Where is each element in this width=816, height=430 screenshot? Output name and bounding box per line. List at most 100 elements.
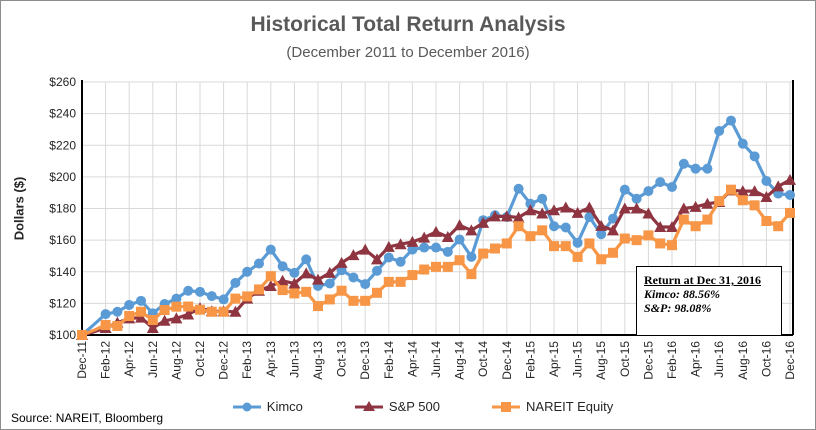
data-point-nareit-equity [714, 196, 725, 207]
data-point-s-p-500 [406, 235, 419, 247]
data-point-s-p-500 [441, 230, 454, 242]
x-tick-label: Apr-16 [689, 341, 703, 377]
data-point-nareit-equity [608, 247, 618, 258]
data-point-s-p-500 [666, 221, 678, 233]
x-tick-label: Aug-16 [736, 341, 750, 380]
x-tick-label: Jun-12 [146, 341, 160, 378]
x-tick-label: Apr-14 [405, 341, 419, 377]
data-point-s-p-500 [477, 216, 490, 228]
data-point-s-p-500 [394, 238, 407, 250]
data-point-kimco [619, 184, 630, 195]
data-point-s-p-500 [347, 249, 360, 261]
data-point-nareit-equity [360, 295, 371, 306]
data-point-kimco [136, 295, 146, 306]
x-tick-label: Apr-13 [264, 341, 278, 377]
data-point-nareit-equity [761, 215, 772, 226]
data-point-s-p-500 [677, 202, 690, 214]
data-point-nareit-equity [478, 248, 489, 259]
source-note: Source: NAREIT, Bloomberg [11, 411, 164, 425]
x-tick-label: Apr-15 [547, 341, 561, 377]
data-point-kimco [265, 244, 276, 255]
data-point-nareit-equity [702, 214, 713, 225]
data-point-nareit-equity [431, 261, 441, 272]
data-point-kimco [537, 193, 548, 204]
data-point-s-p-500 [760, 190, 773, 202]
data-point-kimco [667, 181, 677, 192]
y-tick-label: $220 [49, 138, 76, 152]
data-point-kimco [112, 306, 123, 317]
data-point-kimco [277, 261, 288, 272]
x-tick-label: Feb-15 [523, 341, 537, 379]
x-tick-label: Feb-16 [665, 341, 679, 379]
data-point-kimco [442, 246, 453, 257]
circle-marker-icon [232, 402, 261, 411]
x-tick-label: Aug-15 [594, 341, 608, 380]
legend: Kimco S&P 500 NAREIT Equity [1, 399, 815, 414]
data-point-nareit-equity [147, 314, 158, 325]
x-tick-label: Dec-11 [75, 341, 89, 379]
legend-item-nareit: NAREIT Equity [462, 399, 613, 414]
data-point-kimco [655, 177, 666, 188]
x-tick-label: Dec-16 [783, 341, 797, 380]
data-point-nareit-equity [195, 304, 205, 315]
x-tick-label: Dec-12 [217, 341, 231, 380]
data-point-nareit-equity [301, 286, 312, 297]
data-point-nareit-equity [466, 269, 477, 280]
data-point-nareit-equity [77, 330, 87, 340]
data-point-nareit-equity [183, 301, 194, 312]
data-point-nareit-equity [596, 254, 607, 265]
data-point-s-p-500 [654, 221, 667, 233]
x-tick-label: Aug-14 [453, 341, 467, 380]
data-point-kimco [171, 293, 182, 304]
data-point-s-p-500 [595, 219, 608, 231]
y-tick-label: $120 [49, 296, 76, 310]
data-point-s-p-500 [312, 273, 324, 285]
data-point-nareit-equity [230, 293, 241, 304]
data-point-kimco [206, 291, 217, 302]
x-tick-label: Dec-14 [500, 341, 514, 380]
data-point-kimco [242, 266, 253, 277]
data-point-s-p-500 [772, 180, 785, 192]
data-point-nareit-equity [537, 225, 548, 236]
data-point-s-p-500 [182, 308, 195, 320]
data-point-nareit-equity [678, 214, 689, 225]
y-tick-label: $240 [49, 107, 76, 121]
data-point-nareit-equity [490, 243, 500, 254]
data-point-s-p-500 [288, 277, 301, 289]
x-tick-label: Jun-14 [429, 341, 443, 378]
data-point-nareit-equity [313, 301, 323, 312]
data-point-s-p-500 [736, 185, 749, 197]
data-point-nareit-equity [242, 291, 253, 302]
data-point-kimco [289, 267, 300, 278]
triangle-marker-icon [354, 400, 383, 411]
data-point-kimco [678, 158, 689, 169]
data-point-kimco [702, 163, 713, 174]
data-point-kimco [407, 244, 418, 255]
data-point-s-p-500 [300, 267, 313, 279]
data-point-s-p-500 [548, 204, 560, 216]
data-point-s-p-500 [618, 202, 631, 214]
data-point-kimco [254, 258, 264, 269]
data-point-kimco [360, 279, 371, 290]
data-point-kimco [466, 251, 477, 262]
data-point-nareit-equity [112, 320, 123, 331]
data-point-nareit-equity [395, 276, 406, 287]
x-tick-label: Feb-13 [240, 341, 254, 379]
data-point-s-p-500 [489, 210, 501, 222]
data-point-kimco [124, 299, 135, 310]
y-tick-label: $160 [49, 233, 76, 247]
data-point-kimco [608, 213, 618, 224]
data-point-nareit-equity [454, 255, 465, 266]
data-point-nareit-equity [159, 305, 170, 316]
data-point-s-p-500 [571, 206, 584, 218]
y-axis-label: Dollars ($) [11, 176, 27, 241]
data-point-kimco [714, 126, 725, 137]
data-point-kimco [419, 242, 430, 253]
data-point-kimco [395, 256, 406, 267]
data-point-nareit-equity [277, 285, 288, 296]
data-point-s-p-500 [583, 201, 596, 213]
data-point-kimco [431, 242, 441, 253]
data-point-kimco [643, 186, 654, 197]
data-point-kimco [348, 272, 359, 283]
data-point-kimco [726, 115, 736, 126]
